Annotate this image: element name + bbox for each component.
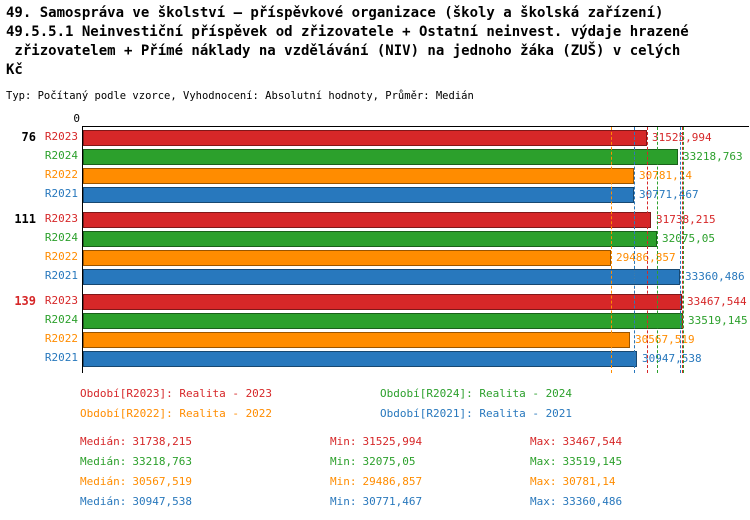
marker-max-R2023: [682, 127, 683, 373]
stat-value: 32075,05: [362, 455, 416, 468]
stat-value: 30771,467: [362, 495, 423, 508]
stat-value: 29486,857: [362, 475, 423, 488]
bar-R2024: [83, 231, 657, 247]
bar-value: 30781,14: [639, 169, 692, 182]
group-label-76: 76: [21, 130, 36, 144]
chart-legend: Období[R2023]: Realita - 2023 Období[R20…: [80, 388, 572, 420]
stats-table: Medián: 31738,215 Min: 31525,994 Max: 33467…: [80, 436, 622, 508]
marker-max-R2021: [680, 127, 681, 373]
bar-value: 32075,05: [662, 232, 715, 245]
bar-R2024: [83, 149, 678, 165]
series-row-label-R2021: R2021: [44, 187, 78, 200]
group-label-139: 139: [14, 294, 36, 308]
stat-value: 33467,544: [562, 435, 623, 448]
series-row-label-R2021: R2021: [44, 269, 78, 282]
stat-median-r2021: Medián: 30947,538: [80, 496, 330, 508]
stat-value: 30567,519: [132, 475, 192, 488]
stat-value: 31525,994: [362, 435, 423, 448]
axis-origin-label: 0: [73, 112, 80, 125]
bar-value: 33519,145: [688, 314, 748, 327]
bar-R2022: [83, 168, 634, 184]
stat-label: Max:: [530, 455, 557, 468]
stat-min-r2024: Min: 32075,05: [330, 456, 530, 468]
legend-item-r2023: Období[R2023]: Realita - 2023: [80, 387, 273, 400]
bar-R2023: [83, 294, 682, 310]
series-row-label-R2023: R2023: [44, 130, 78, 143]
bar-value: 33360,486: [685, 270, 745, 283]
stat-label: Max:: [530, 475, 557, 488]
stat-label: Medián:: [80, 435, 127, 448]
stat-label: Max:: [530, 435, 557, 448]
bar-chart: 0 31525,994 33218,763 30781,14 30771,467 317…: [0, 112, 750, 380]
stat-value: 30781,14: [562, 475, 616, 488]
stat-value: 33519,145: [562, 455, 623, 468]
stat-value: 30947,538: [132, 495, 192, 508]
bar-value: 30947,538: [642, 352, 702, 365]
bar-R2021: [83, 187, 634, 203]
chart-subtitle: Typ: Počítaný podle vzorce, Vyhodnocení:…: [6, 90, 474, 102]
series-row-label-R2024: R2024: [44, 231, 78, 244]
stat-max-r2021: Max: 33360,486: [530, 496, 622, 508]
chart-title: 49. Samospráva ve školství – příspěvkové…: [6, 4, 689, 80]
stat-label: Min:: [330, 495, 357, 508]
stat-label: Max:: [530, 495, 557, 508]
stat-label: Medián:: [80, 475, 127, 488]
stat-min-r2022: Min: 29486,857: [330, 476, 530, 488]
bar-R2022: [83, 332, 630, 348]
marker-min-R2022: [611, 127, 612, 373]
bar-value: 30567,519: [635, 333, 695, 346]
stat-max-r2024: Max: 33519,145: [530, 456, 622, 468]
title-line-1: 49. Samospráva ve školství – příspěvkové…: [6, 5, 664, 21]
series-row-label-R2022: R2022: [44, 250, 78, 263]
title-line-2: 49.5.5.1 Neinvestiční příspěvek od zřizo…: [6, 24, 689, 40]
marker-min-R2021: [634, 127, 635, 373]
stat-min-r2021: Min: 30771,467: [330, 496, 530, 508]
stat-median-r2024: Medián: 33218,763: [80, 456, 330, 468]
bar-value: 31525,994: [652, 131, 712, 144]
series-row-label-R2022: R2022: [44, 168, 78, 181]
marker-min-R2024: [657, 127, 658, 373]
series-row-label-R2024: R2024: [44, 149, 78, 162]
legend-item-r2024: Období[R2024]: Realita - 2024: [380, 387, 573, 400]
stat-value: 33360,486: [562, 495, 623, 508]
plot-area: 31525,994 33218,763 30781,14 30771,467 31738…: [82, 126, 749, 373]
stat-label: Min:: [330, 435, 357, 448]
title-line-3: zřizovatelem + Přímé náklady na vzdělává…: [6, 43, 681, 59]
marker-min-R2023: [647, 127, 648, 373]
bar-value: 29486,857: [616, 251, 676, 264]
stat-label: Min:: [330, 475, 357, 488]
bar-R2023: [83, 130, 647, 146]
bar-value: 31738,215: [656, 213, 716, 226]
series-row-label-R2022: R2022: [44, 332, 78, 345]
bar-value: 33218,763: [683, 150, 743, 163]
stat-label: Min:: [330, 455, 357, 468]
bar-R2021: [83, 269, 680, 285]
bar-R2023: [83, 212, 651, 228]
title-line-4: Kč: [6, 62, 23, 78]
series-row-label-R2021: R2021: [44, 351, 78, 364]
bar-R2022: [83, 250, 611, 266]
bar-R2021: [83, 351, 637, 367]
stat-label: Medián:: [80, 495, 127, 508]
legend-item-r2022: Období[R2022]: Realita - 2022: [80, 407, 273, 420]
stat-max-r2022: Max: 30781,14: [530, 476, 622, 488]
bar-R2024: [83, 313, 683, 329]
stat-value: 33218,763: [132, 455, 192, 468]
marker-max-R2024: [683, 127, 684, 373]
group-label-111: 111: [14, 212, 36, 226]
series-row-label-R2023: R2023: [44, 212, 78, 225]
stat-median-r2022: Medián: 30567,519: [80, 476, 330, 488]
legend-item-r2021: Období[R2021]: Realita - 2021: [380, 407, 573, 420]
series-row-label-R2023: R2023: [44, 294, 78, 307]
stat-max-r2023: Max: 33467,544: [530, 436, 622, 448]
stat-median-r2023: Medián: 31738,215: [80, 436, 330, 448]
stat-min-r2023: Min: 31525,994: [330, 436, 530, 448]
bar-value: 33467,544: [687, 295, 747, 308]
series-row-label-R2024: R2024: [44, 313, 78, 326]
stat-label: Medián:: [80, 455, 127, 468]
stat-value: 31738,215: [132, 435, 192, 448]
